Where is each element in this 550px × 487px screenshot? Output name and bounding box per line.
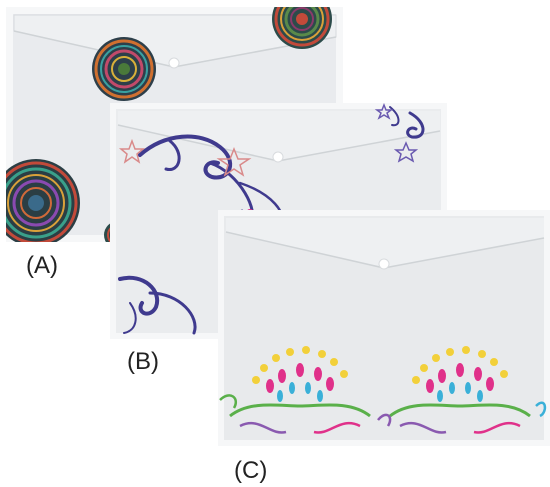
mandala-middle xyxy=(92,37,156,101)
fan-flower-right xyxy=(389,346,531,434)
mandala-bottom-left xyxy=(6,159,80,242)
mandala-top-right xyxy=(272,7,332,49)
caption-a: (A) xyxy=(26,252,58,279)
star-pattern xyxy=(118,138,252,177)
folder-c-image xyxy=(218,210,550,446)
folder-c-art xyxy=(218,210,550,446)
fan-flower-left xyxy=(229,346,371,434)
caption-b: (B) xyxy=(127,348,159,375)
caption-c: (C) xyxy=(234,457,268,484)
